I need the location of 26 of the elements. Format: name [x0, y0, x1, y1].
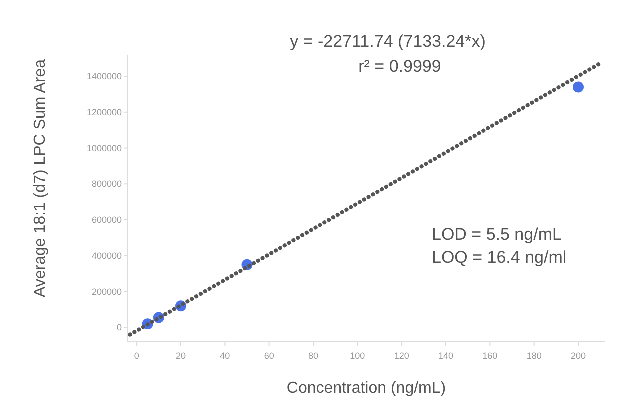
y-tick-label: 1000000 — [86, 143, 122, 154]
x-tick-label: 0 — [134, 351, 140, 361]
annotation: LOQ = 16.4 ng/ml — [432, 248, 567, 267]
x-tick-label: 200 — [570, 351, 586, 361]
y-tick-label: 200000 — [92, 286, 122, 297]
x-tick-label: 80 — [308, 351, 319, 361]
x-tick-label: 100 — [350, 351, 366, 361]
y-tick-label: 1200000 — [86, 107, 122, 118]
point — [573, 82, 584, 93]
x-tick-label: 140 — [438, 351, 454, 361]
x-axis-title: Concentration (ng/mL) — [286, 380, 446, 397]
x-tick-label: 120 — [394, 351, 410, 361]
x-tick-label: 60 — [264, 351, 274, 361]
y-tick-label: 600000 — [92, 215, 122, 226]
y-tick-label: 400000 — [92, 250, 122, 261]
x-tick-label: 20 — [176, 351, 186, 361]
x-tick-label: 40 — [220, 351, 230, 361]
x-tick-label: 160 — [482, 351, 498, 361]
y-tick-label: 800000 — [92, 179, 122, 190]
y-tick-label: 0 — [116, 322, 122, 333]
chart-subtitle: r² = 0.9999 — [358, 57, 442, 76]
chart-title: y = -22711.74 (7133.24*x) — [290, 32, 486, 51]
x-tick-label: 180 — [526, 351, 542, 361]
y-axis-title: Average 18:1 (d7) LPC Sum Area — [32, 59, 49, 298]
annotation: LOD = 5.5 ng/mL — [432, 225, 562, 244]
y-tick-label: 1400000 — [86, 72, 122, 82]
